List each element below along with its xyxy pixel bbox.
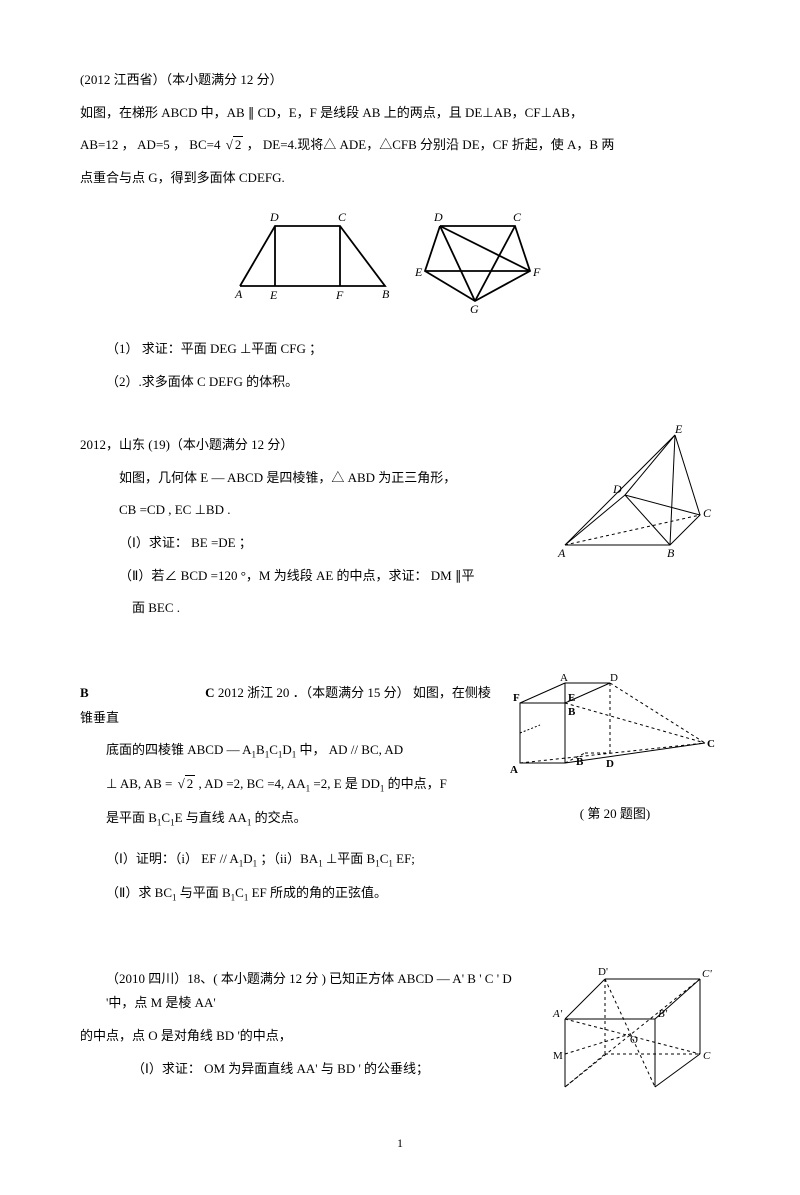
p1-q2: （2）.求多面体 C DEFG 的体积。 xyxy=(80,370,720,395)
svg-text:B: B xyxy=(382,287,390,301)
svg-text:D: D xyxy=(433,210,443,224)
p1-l3b: ， DE=4.现将△ ADE，△CFB 分别沿 DE，CF 折起，使 A，B 两 xyxy=(247,137,615,152)
svg-text:D: D xyxy=(606,758,614,770)
svg-text:D: D xyxy=(269,210,279,224)
p4-figure: D' C' A' B' C M O xyxy=(545,959,720,1103)
p1-line2: 如图，在梯形 ABCD 中，AB ∥ CD，E，F 是线段 AB 上的两点，且 … xyxy=(80,101,720,126)
svg-text:M: M xyxy=(553,1050,563,1062)
pyramid-diagram: A B C D E xyxy=(555,425,720,565)
p3-q1: （Ⅰ）证明：（i） EF // A1D1 ；（ii）BA1 ⊥平面 B1C1 E… xyxy=(80,847,720,873)
p1-line3: AB=12 ， AD=5 ， BC=4 2 ， DE=4.现将△ ADE，△CF… xyxy=(80,133,720,158)
p3-figure: A D F E A B D C B ( 第 20 题图) xyxy=(510,673,720,826)
svg-text:A: A xyxy=(560,672,568,684)
svg-text:C: C xyxy=(703,506,712,520)
prism-diagram: A D F E A B D C B xyxy=(510,673,720,793)
svg-text:D': D' xyxy=(598,966,608,978)
svg-text:A': A' xyxy=(552,1008,563,1020)
svg-text:F: F xyxy=(513,692,520,704)
svg-text:B': B' xyxy=(658,1008,668,1020)
svg-text:F: F xyxy=(335,288,344,302)
svg-text:A: A xyxy=(510,764,518,776)
svg-text:E: E xyxy=(568,692,575,704)
p3-lead-c: C xyxy=(205,685,214,700)
p3-q2: （Ⅱ）求 BC1 与平面 B1C1 EF 所成的角的正弦值。 xyxy=(80,881,720,907)
svg-text:D: D xyxy=(612,482,622,496)
p1-l3a: AB=12 ， AD=5 ， BC=4 xyxy=(80,137,220,152)
svg-text:B: B xyxy=(576,756,584,768)
svg-text:A: A xyxy=(557,546,566,560)
svg-text:E: E xyxy=(269,288,278,302)
svg-text:A: A xyxy=(234,287,243,301)
svg-text:B: B xyxy=(568,706,576,718)
svg-text:C: C xyxy=(703,1050,711,1062)
p2-line6: 面 BEC . xyxy=(80,596,720,621)
svg-text:C: C xyxy=(707,738,715,750)
cube-diagram: D' C' A' B' C M O xyxy=(545,959,720,1094)
p3-l1: 2012 浙江 20 ．（本题满分 15 分） 如图，在侧棱锥垂直 xyxy=(80,685,491,725)
page-number: 1 xyxy=(80,1132,720,1155)
svg-text:C: C xyxy=(338,210,347,224)
svg-text:D: D xyxy=(610,672,618,684)
p2-figure: A B C D E xyxy=(555,425,720,574)
svg-text:E: E xyxy=(674,422,683,436)
p3-caption: ( 第 20 题图) xyxy=(510,802,720,827)
svg-text:O: O xyxy=(630,1034,638,1046)
sqrt-icon: 2 xyxy=(224,133,244,158)
svg-text:F: F xyxy=(532,265,541,279)
sqrt-icon: 2 xyxy=(176,772,196,797)
p1-line4: 点重合与点 G，得到多面体 CDEFG. xyxy=(80,166,720,191)
svg-text:C': C' xyxy=(702,968,712,980)
svg-text:C: C xyxy=(513,210,522,224)
p1-figure: A B D C E F D C E F G xyxy=(80,201,720,320)
svg-text:B: B xyxy=(667,546,675,560)
p3-lead-b: B xyxy=(80,685,89,700)
svg-text:G: G xyxy=(470,302,479,316)
svg-text:E: E xyxy=(414,265,423,279)
p1-line1: (2012 江西省）（本小题满分 12 分） xyxy=(80,68,720,93)
trapezoid-diagram: A B D C E F D C E F G xyxy=(230,201,570,311)
p1-q1: （1） 求证：平面 DEG ⊥平面 CFG ； xyxy=(80,337,720,362)
